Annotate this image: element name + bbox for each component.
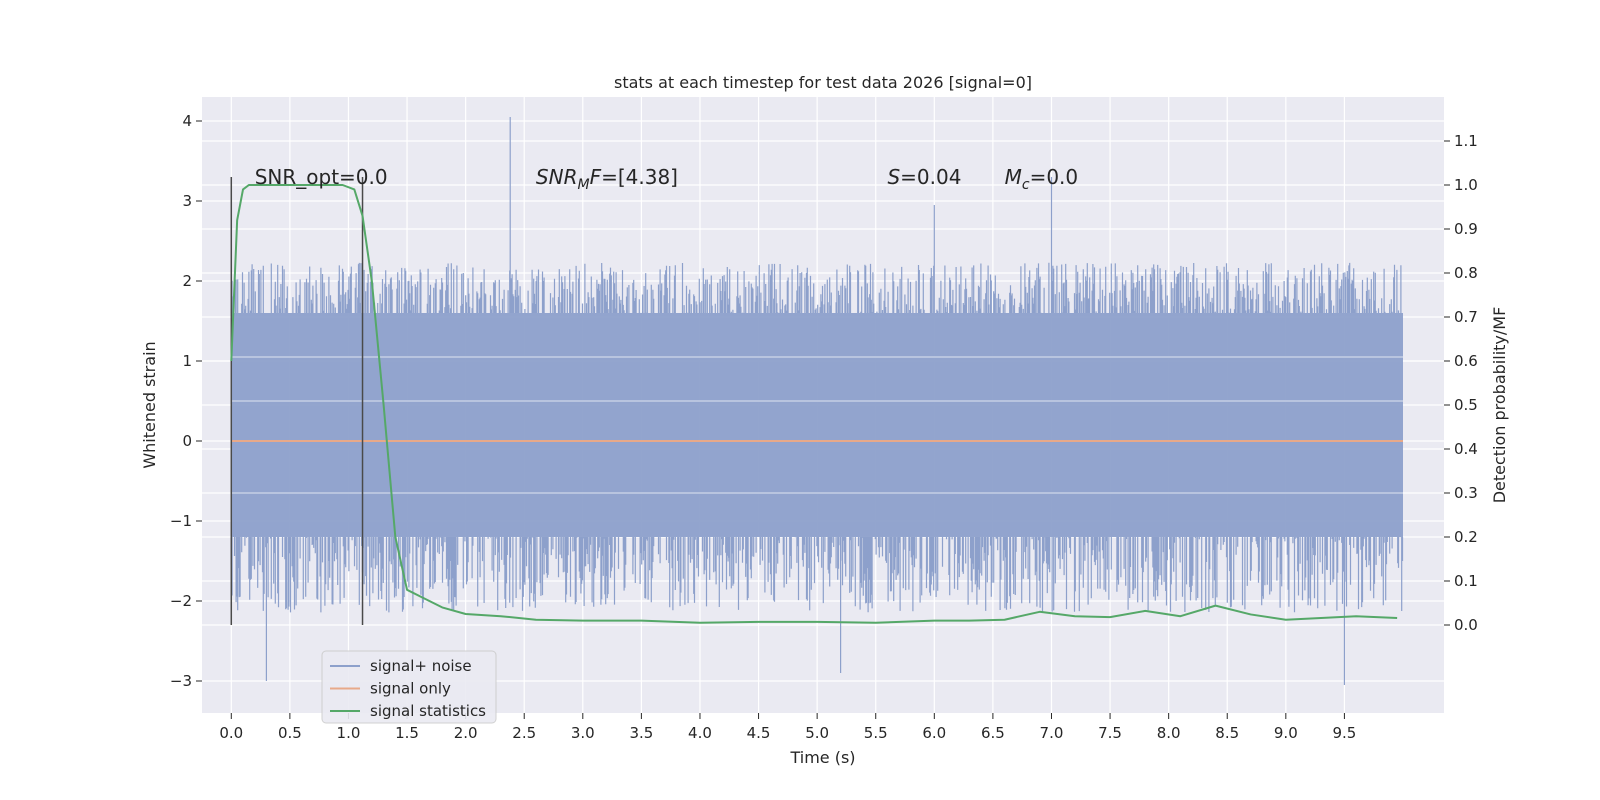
annotation-text: SNRMF=[4.38] [536, 165, 678, 193]
y-right-tick-label: 0.1 [1454, 572, 1478, 590]
y-tick-label: 4 [182, 112, 192, 130]
legend-label: signal+ noise [370, 657, 472, 675]
y-right-tick-label: 0.4 [1454, 440, 1478, 458]
y-tick-label: −2 [170, 592, 192, 610]
y-axis-label: Whitened strain [140, 341, 159, 468]
x-tick-label: 0.0 [219, 724, 243, 742]
x-tick-label: 1.5 [395, 724, 419, 742]
annotation-text: SNR_opt=0.0 [255, 165, 388, 189]
y-tick-label: 1 [182, 352, 192, 370]
y-tick-label: −3 [170, 672, 192, 690]
legend: signal+ noise signal only signal statistic… [321, 650, 497, 724]
y-right-tick-label: 1.1 [1454, 132, 1478, 150]
y-right-tick-label: 0.5 [1454, 396, 1478, 414]
x-tick-label: 6.5 [981, 724, 1005, 742]
x-tick-label: 9.0 [1274, 724, 1298, 742]
x-tick-label: 7.5 [1098, 724, 1122, 742]
series-signal-noise [230, 117, 1404, 685]
noise-band [231, 313, 1403, 537]
y-tick-label: 0 [182, 432, 192, 450]
x-tick-label: 6.0 [922, 724, 946, 742]
series-signal-statistics [230, 184, 1398, 624]
y-right-tick-label: 0.0 [1454, 616, 1478, 634]
y-tick-label: −1 [170, 512, 192, 530]
legend-label: signal statistics [370, 702, 486, 720]
y-right-tick-label: 0.8 [1454, 264, 1478, 282]
x-tick-label: 9.5 [1332, 724, 1356, 742]
x-tick-label: 2.5 [512, 724, 536, 742]
x-tick-label: 4.5 [747, 724, 771, 742]
x-tick-label: 8.0 [1157, 724, 1181, 742]
x-tick-label: 5.5 [864, 724, 888, 742]
y-right-tick-label: 0.2 [1454, 528, 1478, 546]
legend-box [321, 650, 497, 724]
legend-label: signal only [370, 680, 451, 698]
y-tick-label: 2 [182, 272, 192, 290]
chart-title: stats at each timestep for test data 202… [614, 73, 1032, 92]
x-tick-label: 3.5 [629, 724, 653, 742]
y-right-axis-label: Detection probability/MF [1490, 307, 1509, 504]
y-right-tick-label: 0.7 [1454, 308, 1478, 326]
x-tick-label: 4.0 [688, 724, 712, 742]
y-right-tick-label: 0.6 [1454, 352, 1478, 370]
y-right-tick-label: 0.9 [1454, 220, 1478, 238]
x-tick-label: 7.0 [1040, 724, 1064, 742]
x-axis-label: Time (s) [789, 748, 855, 767]
x-tick-label: 0.5 [278, 724, 302, 742]
x-tick-label: 1.0 [337, 724, 361, 742]
x-tick-label: 8.5 [1215, 724, 1239, 742]
x-tick-label: 2.0 [454, 724, 478, 742]
annotation-text: Mc=0.0 [1005, 165, 1079, 193]
annotation-text: S=0.04 [887, 165, 961, 189]
x-tick-label: 5.0 [805, 724, 829, 742]
y-right-tick-label: 0.3 [1454, 484, 1478, 502]
y-tick-label: 3 [182, 192, 192, 210]
y-right-tick-label: 1.0 [1454, 176, 1478, 194]
x-tick-label: 3.0 [571, 724, 595, 742]
